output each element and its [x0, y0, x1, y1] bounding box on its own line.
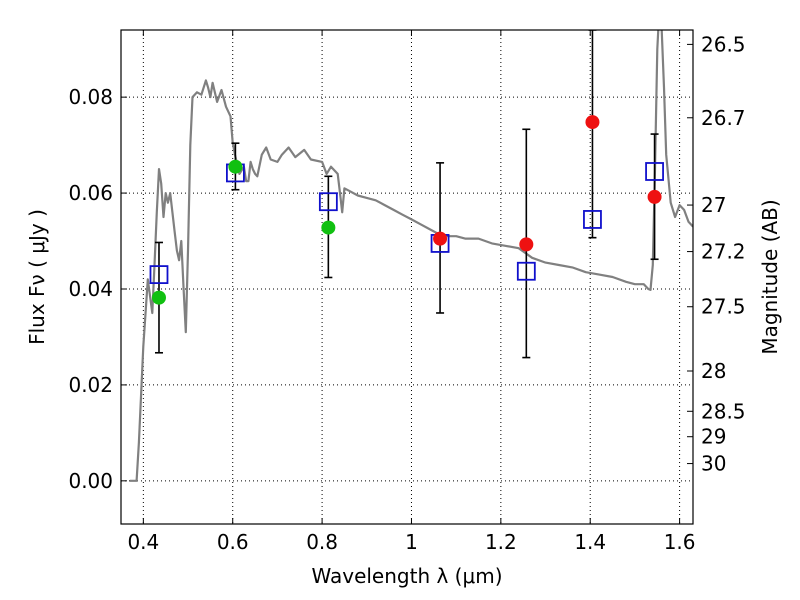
y2-tick-label: 27.5: [701, 295, 746, 319]
red-point: [647, 189, 662, 204]
y-axis-title: Flux Fν ( μJy ): [25, 209, 49, 345]
red-point: [433, 231, 448, 246]
x-axis-title: Wavelength λ (μm): [311, 564, 502, 588]
y-tick-label: 0.06: [68, 181, 113, 205]
x-tick-label: 0.8: [306, 530, 338, 554]
grid: [121, 30, 693, 524]
square-marker: [583, 210, 602, 229]
ticks: [121, 30, 693, 524]
y2-tick-label: 27: [701, 193, 726, 217]
tick-labels: 0.4 0.6 0.8 1 1.2 1.4 1.6 0.00 0.02 0.04 0.06 0.08 2…: [68, 32, 745, 554]
x-tick-label: 1.4: [574, 530, 606, 554]
plot-background: [121, 30, 693, 524]
x-tick-label: 1: [405, 530, 418, 554]
y-tick-label: 0.08: [68, 85, 113, 109]
y2-tick-label: 26.7: [701, 106, 746, 130]
y2-tick-label: 30: [701, 452, 726, 476]
square-marker: [516, 261, 536, 281]
y-tick-label: 0.04: [68, 277, 113, 301]
x-tick-label: 0.4: [127, 530, 159, 554]
x-tick-label: 1.2: [485, 530, 517, 554]
plot-frame: [120, 29, 694, 525]
y2-tick-label: 26.5: [701, 32, 746, 56]
model-spectrum-line: [129, 30, 693, 482]
square-marker: [149, 265, 169, 285]
square-marker: [645, 162, 664, 181]
square-marker: [318, 192, 338, 212]
x-tick-label: 0.6: [217, 530, 249, 554]
y2-tick-label: 28: [701, 359, 726, 383]
y2-tick-label: 27.2: [701, 240, 746, 264]
y-tick-label: 0.00: [68, 469, 113, 493]
red-point: [585, 115, 600, 130]
x-tick-label: 1.6: [664, 530, 696, 554]
y2-tick-label: 28.5: [701, 399, 746, 423]
y-tick-label: 0.02: [68, 373, 113, 397]
green-point: [151, 290, 166, 305]
y2-tick-label: 29: [701, 425, 726, 449]
point-layer: [151, 115, 662, 305]
red-point: [519, 237, 534, 252]
green-point: [321, 220, 336, 235]
model-layer: [129, 30, 693, 482]
y2-axis-title: Magnitude (AB): [758, 199, 782, 354]
green-point: [228, 159, 243, 174]
